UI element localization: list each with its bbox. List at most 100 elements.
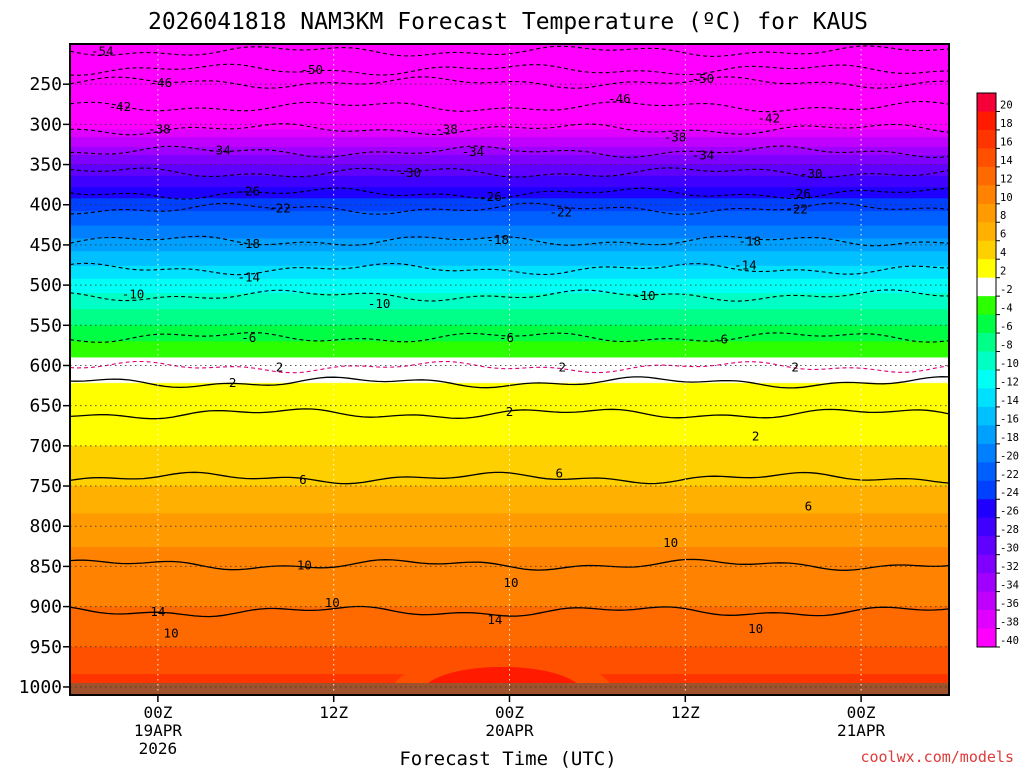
plot-area: -54 -50 -50 -46 -46 -42 -42 -38 -38 -38 -34 -34 -34 -… — [69, 43, 950, 696]
temp-band — [70, 524, 949, 527]
isotherm-label: -26 — [479, 189, 502, 204]
isotherm-label: 2 — [558, 360, 566, 375]
isotherm-label: -22 — [549, 204, 572, 219]
temp-band — [70, 516, 949, 519]
colorbar-swatch — [977, 591, 996, 611]
temp-band — [70, 246, 949, 249]
temp-band — [70, 416, 949, 420]
temp-band — [70, 277, 949, 280]
isotherm-line — [70, 63, 949, 76]
temp-band — [70, 555, 949, 558]
temp-band — [70, 195, 949, 198]
temp-band — [70, 97, 949, 100]
colorbar-swatch — [977, 240, 996, 260]
isotherm-label: 14 — [150, 604, 165, 619]
isotherm-label: 6 — [299, 472, 307, 487]
temp-band — [70, 436, 949, 439]
temp-band — [70, 130, 949, 134]
isotherm-label: 6 — [805, 499, 813, 514]
temp-band — [70, 476, 949, 479]
temp-band — [70, 82, 949, 85]
temp-band — [70, 437, 949, 441]
isotherm-label: -30 — [399, 165, 422, 180]
credit-text: coolwx.com/models — [860, 748, 1014, 766]
temp-band — [70, 161, 949, 164]
isotherm-label: 2 — [506, 404, 514, 419]
y-tick-label: 1000 — [19, 677, 62, 698]
isotherm-label: -18 — [486, 232, 509, 247]
temp-band — [70, 225, 949, 228]
temp-band — [70, 526, 949, 529]
isotherm-label: -14 — [237, 270, 260, 285]
temp-band — [70, 341, 949, 344]
colorbar-label: -24 — [1000, 487, 1019, 499]
colorbar-swatch — [977, 536, 996, 556]
temp-band — [70, 87, 949, 90]
temp-band — [70, 635, 949, 638]
temp-band — [70, 310, 949, 314]
temp-band — [70, 452, 949, 455]
y-tick-label: 800 — [29, 516, 62, 537]
temp-band — [70, 137, 949, 140]
isotherm-label: -14 — [734, 258, 757, 273]
colorbar-swatch — [977, 388, 996, 408]
temp-band — [70, 397, 949, 400]
y-tick-label: 700 — [29, 436, 62, 457]
temp-band — [70, 351, 949, 354]
colorbar-swatch — [977, 185, 996, 205]
isotherm-line — [70, 408, 949, 420]
temp-band — [70, 622, 949, 625]
temp-band — [70, 566, 949, 569]
temp-band — [70, 249, 949, 252]
isotherm-line — [70, 471, 949, 485]
temp-band — [70, 592, 949, 595]
temp-band — [70, 511, 949, 514]
isotherm-label: -6 — [713, 331, 728, 346]
colorbar-swatch — [977, 462, 996, 482]
temp-band — [70, 191, 949, 195]
temp-band — [70, 71, 949, 74]
temp-band — [70, 240, 949, 243]
x-axis-title: Forecast Time (UTC) — [399, 748, 616, 768]
temp-band — [70, 357, 949, 360]
temp-band — [70, 275, 949, 278]
temp-band — [70, 230, 949, 233]
temp-band — [70, 142, 949, 145]
colorbar-label: -12 — [1000, 376, 1019, 388]
temp-band — [70, 424, 949, 428]
temp-band — [70, 331, 949, 334]
temp-band — [70, 580, 949, 584]
colorbar-label: 20 — [1000, 99, 1013, 111]
isotherm-label: -18 — [237, 236, 260, 251]
temp-band — [70, 510, 949, 513]
temp-band — [70, 262, 949, 265]
isotherm-line — [70, 235, 949, 247]
colorbar-swatch — [977, 370, 996, 389]
temp-band — [70, 182, 949, 185]
temp-band — [70, 577, 949, 580]
y-tick-label: 300 — [29, 114, 62, 135]
temp-band — [70, 159, 949, 162]
y-tick-label: 400 — [29, 195, 62, 216]
temp-band — [70, 574, 949, 577]
temp-band — [70, 150, 949, 153]
temp-band — [70, 609, 949, 613]
isotherm-label: 2 — [791, 360, 799, 375]
temp-band — [70, 299, 949, 302]
temp-band — [70, 66, 949, 69]
temp-band — [70, 77, 949, 80]
colorbar-swatch — [977, 166, 996, 186]
temp-band — [70, 211, 949, 214]
temp-band — [70, 572, 949, 576]
temp-band — [70, 627, 949, 630]
temp-band — [70, 460, 949, 463]
colorbar-label: -28 — [1000, 524, 1019, 536]
temp-band — [70, 486, 949, 489]
temp-band — [70, 412, 949, 415]
y-axis: 250 300 350 400 450 500 550 600 650 700 750 800 850 9… — [19, 74, 70, 698]
colorbar-label: -22 — [1000, 469, 1019, 481]
temp-band — [70, 325, 949, 328]
temp-band — [70, 521, 949, 524]
temp-band — [70, 611, 949, 614]
